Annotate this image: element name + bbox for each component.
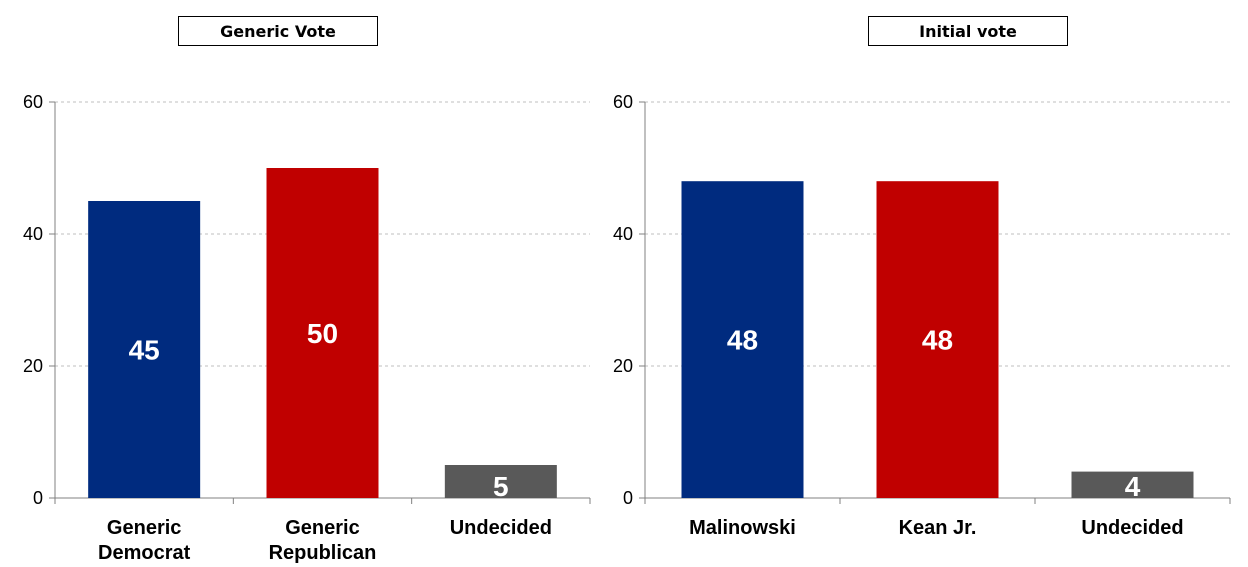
y-tick-label: 0: [623, 488, 633, 508]
y-tick-label: 40: [23, 224, 43, 244]
category-label: Generic: [107, 517, 181, 539]
category-label: Malinowski: [689, 517, 796, 539]
category-label: Undecided: [1081, 517, 1183, 539]
y-tick-label: 60: [23, 92, 43, 112]
category-label: Kean Jr.: [899, 517, 977, 539]
data-label: 4: [1125, 471, 1141, 502]
y-tick-label: 0: [33, 488, 43, 508]
bar: [681, 181, 804, 498]
bar: [1071, 471, 1194, 498]
y-tick-label: 60: [613, 92, 633, 112]
bar: [266, 168, 379, 498]
category-label: Generic: [285, 517, 359, 539]
bar: [876, 181, 999, 498]
data-label: 48: [727, 325, 758, 356]
category-label: Republican: [269, 542, 377, 564]
chart-1-title: Generic Vote: [178, 16, 378, 46]
bar: [444, 465, 557, 498]
data-label: 45: [129, 335, 160, 366]
y-tick-label: 40: [613, 224, 633, 244]
data-label: 48: [922, 325, 953, 356]
category-label: Undecided: [450, 517, 552, 539]
data-label: 50: [307, 318, 338, 349]
y-tick-label: 20: [23, 356, 43, 376]
chart-2-title: Initial vote: [868, 16, 1068, 46]
data-label: 5: [493, 471, 509, 502]
category-label: Democrat: [98, 542, 191, 564]
bar: [88, 201, 201, 498]
y-tick-label: 20: [613, 356, 633, 376]
